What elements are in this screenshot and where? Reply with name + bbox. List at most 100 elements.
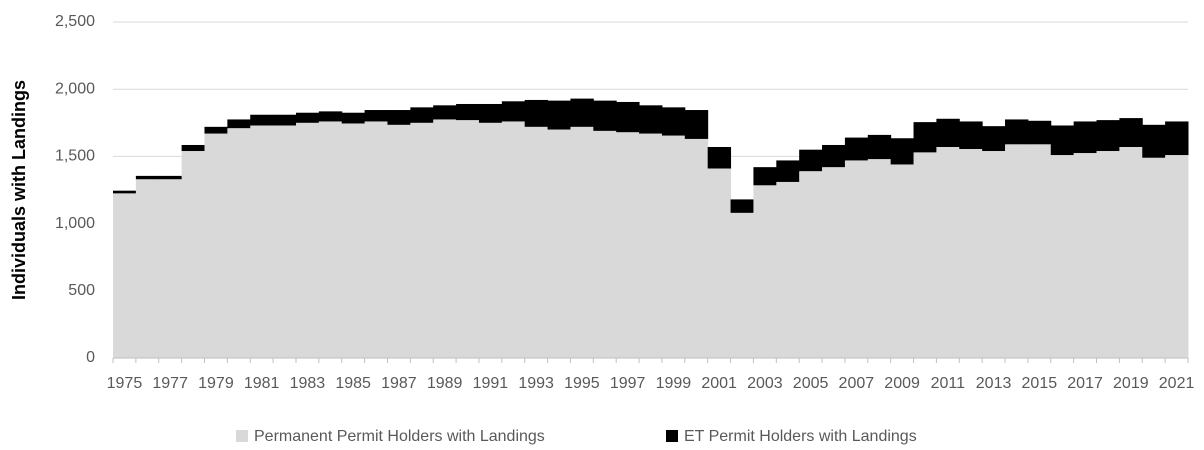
bar-segment (799, 171, 823, 358)
bar-segment (570, 98, 594, 127)
bar-segment (273, 114, 297, 126)
bar-segment (158, 175, 183, 180)
bar-segment (387, 110, 411, 125)
bar-segment (959, 149, 983, 358)
bar-segment (1096, 120, 1120, 152)
bar-segment (959, 121, 983, 150)
x-tick-label: 2009 (884, 375, 920, 392)
x-tick-label: 1999 (656, 375, 692, 392)
bar-segment (1119, 118, 1143, 147)
bar-segment (341, 123, 366, 358)
x-tick-label: 1993 (518, 375, 554, 392)
bar-segment (410, 107, 434, 123)
bar-segment (593, 130, 617, 358)
bar-segment (1005, 144, 1029, 358)
bar-segment (753, 167, 777, 186)
x-tick-label: 1977 (152, 375, 188, 392)
bar-segment (547, 129, 571, 358)
bar-segment (1165, 121, 1189, 156)
bar-segment (227, 128, 251, 358)
x-tick-label: 1987 (381, 375, 417, 392)
bar-segment (913, 122, 937, 153)
legend-swatch (666, 430, 678, 442)
bar-segment (204, 133, 228, 358)
bar-segment (936, 118, 960, 147)
x-tick-label: 1985 (335, 375, 371, 392)
bar-segment (730, 212, 754, 358)
bar-segment (1073, 153, 1098, 358)
bar-segment (616, 101, 640, 133)
bar-segment (1096, 151, 1120, 358)
x-tick-label: 1997 (610, 375, 646, 392)
y-tick-label: 1,000 (55, 215, 95, 232)
bar-segment (478, 122, 503, 358)
legend-swatch (236, 430, 248, 442)
bar-segment (273, 125, 297, 358)
bar-segment (867, 134, 892, 160)
bar-segment (1027, 120, 1052, 145)
bar-segment (844, 137, 869, 161)
bar-segment (982, 151, 1006, 358)
bar-segment (890, 164, 915, 358)
bar-segment (776, 181, 800, 358)
bar-segment (318, 111, 343, 122)
x-tick-label: 1975 (107, 375, 143, 392)
bar-segment (822, 167, 846, 358)
bar-segment (1073, 121, 1098, 154)
bar-segment (364, 121, 388, 359)
x-tick-label: 1981 (244, 375, 280, 392)
bar-segment (776, 160, 800, 182)
x-tick-label: 2017 (1067, 375, 1103, 392)
bar-segment (113, 190, 137, 194)
bar-segment (799, 149, 823, 172)
y-tick-label: 1,500 (55, 148, 95, 165)
bar-segment (387, 124, 411, 358)
bar-segment (501, 121, 526, 359)
bar-segment (707, 168, 732, 358)
y-axis-title: Individuals with Landings (9, 80, 29, 300)
bar-segment (1005, 119, 1029, 145)
bar-segment (593, 100, 617, 131)
bar-segment (410, 122, 434, 358)
bar-segment (433, 119, 457, 358)
bar-segment (1142, 157, 1166, 358)
x-tick-label: 2005 (793, 375, 829, 392)
bar-segment (661, 107, 686, 136)
bar-segment (524, 126, 549, 358)
bar-segment (707, 146, 732, 169)
bar-segment (1119, 146, 1143, 358)
bar-segment (570, 126, 594, 358)
bar-segment (478, 103, 503, 123)
y-tick-label: 500 (68, 282, 95, 299)
bar-segment (982, 126, 1006, 152)
bar-segment (913, 152, 937, 358)
bar-segment (936, 146, 960, 358)
bar-segment (295, 122, 320, 358)
bar-segment (158, 179, 183, 358)
bar-segment (684, 110, 709, 139)
bar-segment (295, 112, 320, 123)
y-tick-label: 2,000 (55, 80, 95, 97)
bar-segment (639, 133, 663, 358)
bar-segment (844, 160, 869, 358)
bar-segment (456, 103, 480, 121)
x-tick-label: 2021 (1159, 375, 1195, 392)
bar-segment (433, 105, 457, 120)
bar-segment (250, 114, 274, 126)
bar-segment (501, 101, 526, 122)
bar-segment (204, 126, 228, 134)
bar-segment (1027, 144, 1052, 358)
x-tick-label: 2007 (839, 375, 875, 392)
bar-segment (1165, 155, 1189, 358)
bar-segment (318, 121, 343, 359)
y-tick-label: 2,500 (55, 13, 95, 30)
bar-segment (684, 138, 709, 358)
x-tick-label: 2013 (976, 375, 1012, 392)
bar-segment (364, 110, 388, 122)
bar-segment (1142, 124, 1166, 158)
bar-segment (616, 132, 640, 358)
bar-segment (890, 138, 915, 165)
bar-segment (456, 120, 480, 358)
x-tick-label: 2001 (701, 375, 737, 392)
